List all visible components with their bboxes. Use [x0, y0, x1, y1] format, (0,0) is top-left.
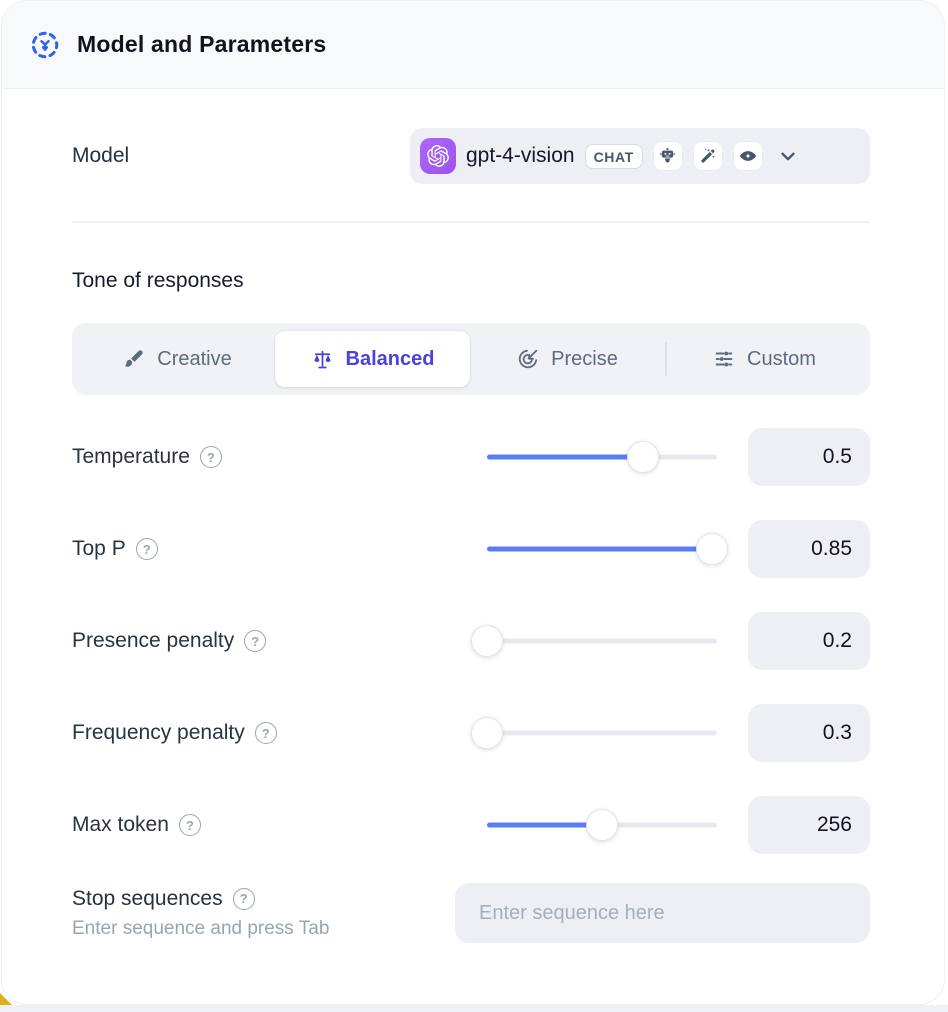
- presence-penalty-value[interactable]: 0.2: [748, 612, 870, 670]
- presence-penalty-slider[interactable]: [471, 624, 717, 658]
- help-icon[interactable]: ?: [178, 814, 201, 836]
- temperature-slider[interactable]: [487, 440, 717, 474]
- help-icon[interactable]: ?: [254, 722, 277, 744]
- max-token-label: Max token: [72, 813, 169, 836]
- slider-track: [487, 638, 717, 644]
- frequency-penalty-slider[interactable]: [471, 716, 717, 750]
- slider-fill: [487, 454, 644, 460]
- temperature-row: Temperature ? 0.5: [72, 411, 870, 503]
- vision-eye-icon: [732, 141, 763, 171]
- parameters-list: Temperature ? 0.5 Top P ?: [72, 411, 870, 871]
- section-divider: [72, 221, 870, 223]
- presence-penalty-row: Presence penalty ? 0.2: [72, 595, 870, 687]
- slider-thumb[interactable]: [471, 625, 503, 657]
- selected-model-name: gpt-4-vision: [466, 144, 575, 167]
- tab-creative[interactable]: Creative: [80, 331, 275, 387]
- slider-thumb[interactable]: [586, 809, 618, 841]
- help-icon[interactable]: ?: [244, 630, 267, 652]
- slider-thumb[interactable]: [696, 533, 729, 565]
- panel-header: Model and Parameters: [2, 1, 944, 89]
- model-label: Model: [72, 144, 130, 167]
- frequency-penalty-label: Frequency penalty: [72, 721, 245, 744]
- slider-fill: [487, 546, 713, 552]
- top-p-label: Top P: [72, 537, 126, 560]
- top-p-value[interactable]: 0.85: [748, 520, 870, 578]
- slider-thumb[interactable]: [627, 441, 660, 473]
- drag-handle-icon[interactable]: [30, 30, 60, 60]
- temperature-label: Temperature: [72, 445, 190, 468]
- model-row: Model gpt-4-vision CHAT: [72, 127, 870, 185]
- stop-sequences-row: Stop sequences ? Enter sequence and pres…: [72, 883, 870, 943]
- slider-track: [487, 730, 717, 736]
- slider-thumb[interactable]: [471, 717, 503, 749]
- tab-custom[interactable]: Custom: [667, 331, 862, 387]
- model-select[interactable]: gpt-4-vision CHAT: [410, 128, 870, 184]
- stop-sequences-label: Stop sequences: [72, 886, 223, 910]
- tone-heading: Tone of responses: [72, 269, 244, 292]
- tab-label: Balanced: [345, 347, 435, 370]
- presence-penalty-label: Presence penalty: [72, 629, 235, 652]
- max-token-slider[interactable]: [487, 808, 717, 842]
- frequency-penalty-row: Frequency penalty ? 0.3: [72, 687, 870, 779]
- panel-title: Model and Parameters: [77, 31, 327, 57]
- paintbrush-icon: [123, 348, 145, 370]
- tab-label: Creative: [157, 347, 232, 370]
- tab-label: Custom: [747, 347, 816, 370]
- help-icon[interactable]: ?: [199, 446, 222, 468]
- tab-divider: [665, 342, 667, 376]
- panel-body: Model gpt-4-vision CHAT: [2, 89, 944, 1004]
- page-bottom-strip: [0, 1005, 948, 1012]
- top-p-row: Top P ? 0.85: [72, 503, 870, 595]
- temperature-value[interactable]: 0.5: [748, 428, 870, 486]
- chevron-down-icon: [777, 145, 799, 167]
- model-type-badge: CHAT: [584, 143, 643, 169]
- target-arrow-icon: [517, 348, 539, 370]
- top-p-slider[interactable]: [487, 532, 729, 566]
- magic-wand-icon: [692, 141, 723, 171]
- help-icon[interactable]: ?: [135, 538, 158, 560]
- stop-sequences-hint: Enter sequence and press Tab: [72, 917, 330, 939]
- max-token-row: Max token ? 256: [72, 779, 870, 871]
- slider-fill: [487, 822, 602, 828]
- tone-segmented-control: Creative Balanced: [72, 323, 870, 395]
- robot-icon: [652, 141, 683, 171]
- openai-logo: [420, 138, 456, 174]
- max-token-value[interactable]: 256: [748, 796, 870, 854]
- tab-precise[interactable]: Precise: [470, 331, 665, 387]
- tab-balanced[interactable]: Balanced: [275, 331, 470, 387]
- stop-sequence-input[interactable]: [455, 883, 870, 943]
- tab-label: Precise: [551, 347, 618, 370]
- sliders-icon: [713, 348, 735, 370]
- help-icon[interactable]: ?: [232, 887, 255, 910]
- balance-scale-icon: [311, 348, 334, 371]
- frequency-penalty-value[interactable]: 0.3: [748, 704, 870, 762]
